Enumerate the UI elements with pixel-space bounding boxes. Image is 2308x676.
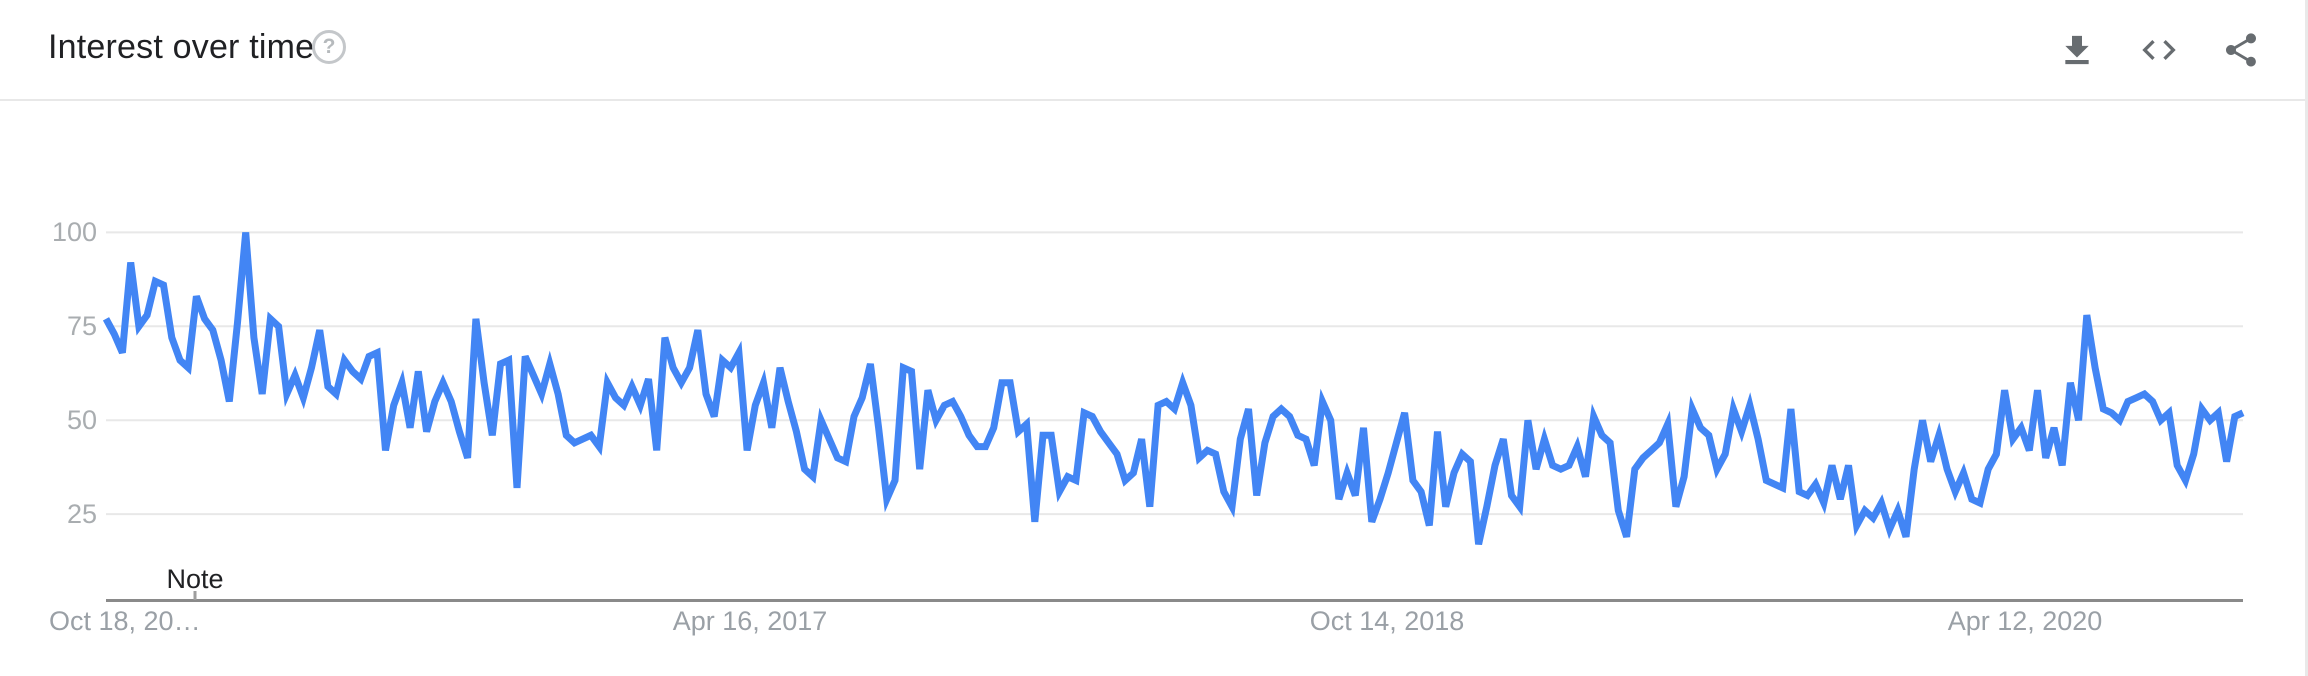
share-icon[interactable] bbox=[2221, 30, 2261, 70]
x-tick-oct-2015: Oct 18, 20… bbox=[49, 606, 201, 636]
download-icon[interactable] bbox=[2057, 30, 2097, 70]
gridlines bbox=[106, 231, 2243, 516]
y-tick-75: 75 bbox=[66, 311, 97, 341]
y-tick-25: 25 bbox=[66, 499, 97, 529]
card-title: Interest over time bbox=[48, 28, 315, 66]
card-actions bbox=[2057, 28, 2261, 72]
x-tick-oct-2018: Oct 14, 2018 bbox=[1309, 606, 1465, 636]
x-tick-apr-2020: Apr 12, 2020 bbox=[1947, 606, 2103, 636]
help-circle-icon[interactable]: ? bbox=[312, 30, 346, 64]
y-tick-50: 50 bbox=[66, 405, 97, 435]
card-header: Interest over time ? bbox=[0, 0, 2305, 101]
note-label[interactable]: Note bbox=[166, 564, 224, 594]
embed-code-icon[interactable] bbox=[2137, 30, 2181, 70]
y-tick-100: 100 bbox=[51, 217, 97, 247]
x-tick-apr-2017: Apr 16, 2017 bbox=[672, 606, 828, 636]
trend-line bbox=[102, 232, 2245, 546]
